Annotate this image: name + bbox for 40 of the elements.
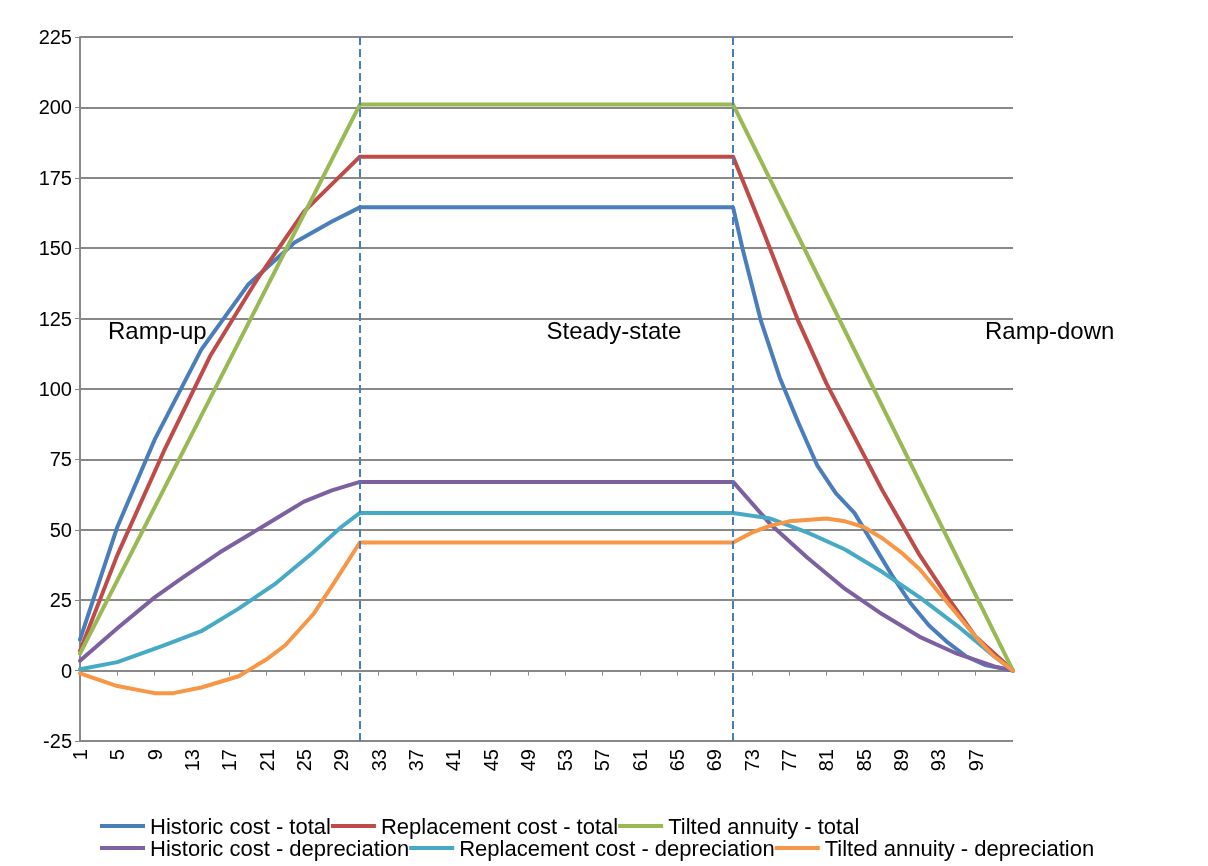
y-tick-label: 75 xyxy=(49,448,72,471)
y-tick-label: 225 xyxy=(38,26,72,48)
x-tick-label: 93 xyxy=(927,749,950,772)
x-tick-label: 85 xyxy=(852,749,875,772)
x-tick-label: 9 xyxy=(143,749,166,761)
annotation: Ramp-down xyxy=(985,317,1115,345)
x-tick-label: 97 xyxy=(964,749,987,772)
x-tick-label: 37 xyxy=(404,749,427,772)
y-tick-label: 125 xyxy=(38,307,72,330)
x-tick-label: 33 xyxy=(367,749,390,772)
y-tick-label: 200 xyxy=(38,96,72,119)
x-tick-label: 1 xyxy=(69,749,91,761)
y-tick-label: 25 xyxy=(49,589,72,612)
x-tick-label: 41 xyxy=(442,749,465,772)
x-tick-label: 57 xyxy=(591,749,614,772)
x-tick-label: 45 xyxy=(479,749,502,772)
annotation: Ramp-up xyxy=(107,317,207,345)
y-tick-label: 100 xyxy=(38,378,72,400)
x-tick-label: 17 xyxy=(218,749,241,772)
x-tick-label: 49 xyxy=(516,749,539,772)
x-tick-label: 21 xyxy=(255,749,278,772)
y-tick-label: 50 xyxy=(49,518,72,541)
x-tick-label: 77 xyxy=(778,749,801,772)
y-tick-label: 150 xyxy=(38,237,72,260)
x-tick-label: 13 xyxy=(180,749,203,772)
y-tick-label: 175 xyxy=(38,166,72,189)
x-tick-label: 29 xyxy=(330,749,353,772)
x-tick-label: 53 xyxy=(554,749,577,772)
y-tick-label: -25 xyxy=(43,730,72,752)
x-tick-label: 5 xyxy=(106,749,129,761)
x-tick-label: 81 xyxy=(815,749,838,772)
x-tick-label: 65 xyxy=(666,749,689,772)
x-tick-label: 69 xyxy=(703,749,726,772)
line-series xyxy=(78,516,1015,696)
annotation: Steady-state xyxy=(546,317,682,345)
x-tick-label: 25 xyxy=(292,749,315,772)
y-tick-label: 0 xyxy=(60,659,72,682)
x-tick-label: 89 xyxy=(890,749,913,772)
x-tick-label: 61 xyxy=(628,749,651,772)
x-tick-label: 73 xyxy=(740,749,763,772)
